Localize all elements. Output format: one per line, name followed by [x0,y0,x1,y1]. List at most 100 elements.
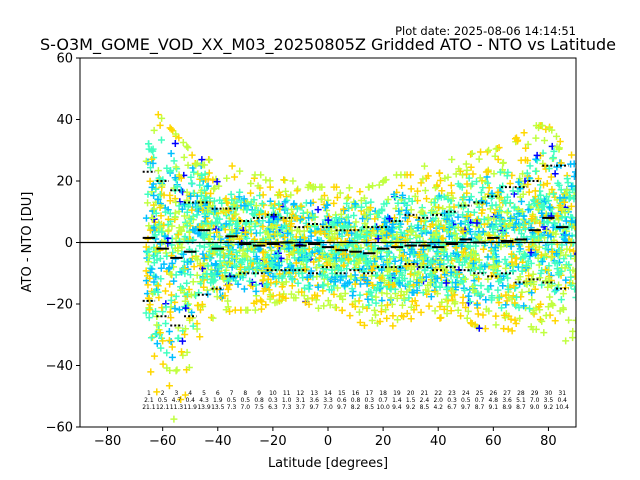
bin-stat-label: 8.9 [502,404,512,411]
scatter-point [213,178,221,186]
bin-stat-label: 23 [448,390,456,397]
scatter-point [162,208,170,216]
scatter-point [383,199,391,207]
scatter-point [341,207,349,215]
bin-stat-label: 9.7 [461,404,471,411]
scatter-point [327,227,335,235]
scatter-point [462,304,470,312]
scatter-point [216,257,224,265]
bin-stat-label: 13 [310,390,318,397]
scatter-point [447,181,455,189]
scatter-point [441,209,449,217]
scatter-point [173,366,181,374]
scatter-point [467,319,475,327]
scatter-point [504,207,512,215]
scatter-point [239,246,247,254]
scatter-point [181,212,189,220]
scatter-point [453,234,461,242]
scatter-point [394,316,402,324]
scatter-point [276,270,284,278]
scatter-point [188,206,196,214]
scatter-point [153,280,161,288]
scatter-point [179,139,187,147]
scatter-point [519,208,527,216]
scatter-point [269,224,277,232]
scatter-point [383,290,391,298]
scatter-point [175,173,183,181]
bin-stat-label: 26 [490,390,498,397]
scatter-point [402,256,410,264]
scatter-point [534,206,542,214]
scatter-point [515,205,523,213]
scatter-point [418,207,426,215]
scatter-point [383,258,391,266]
scatter-point [277,223,285,231]
scatter-point [447,268,455,276]
x-tick-label: 20 [375,434,392,449]
scatter-point [407,315,415,323]
scatter-point [571,255,576,263]
scatter-point [445,232,453,240]
scatter-point [204,290,212,298]
scatter-point [221,269,229,277]
scatter-point [153,256,161,264]
bin-stat-label: 4.3 [199,397,209,404]
scatter-point [569,327,576,335]
scatter-point [516,273,524,281]
scatter-point [353,276,361,284]
scatter-point [252,281,260,289]
scatter-point [446,262,454,270]
scatter-point [144,140,152,148]
scatter-point [535,195,542,203]
scatter-point [215,263,223,271]
scatter-point [230,173,238,181]
scatter-point [196,262,204,270]
scatter-point [216,215,224,223]
scatter-point [529,270,537,278]
scatter-point [201,210,209,218]
scatter-point [485,184,493,192]
scatter-point [360,273,368,281]
scatter-point [168,259,176,267]
scatter-point [458,261,466,269]
scatter-point [192,161,200,169]
scatter-point [178,205,186,213]
scatter-point [458,183,466,191]
scatter-point [311,223,319,231]
scatter-point [252,287,260,295]
scatter-point [326,237,334,245]
scatter-point [146,177,154,185]
scatter-point [301,284,309,292]
scatter-point [261,285,269,293]
scatter-point [158,181,166,189]
scatter-point [180,266,188,274]
scatter-point [545,197,553,205]
scatter-point [365,183,373,191]
scatter-point [330,290,338,298]
x-tick-label: 0 [324,434,332,449]
scatter-point [344,193,352,201]
scatter-point [204,262,212,270]
scatter-point [187,192,195,200]
scatter-point [166,167,174,175]
scatter-point [544,283,552,291]
bin-stat-label: 5 [202,390,206,397]
scatter-point [311,244,319,252]
scatter-point [385,215,393,223]
scatter-point [199,233,207,241]
bin-stat-label: 3.1 [296,397,306,404]
scatter-point [476,265,484,273]
scatter-point [273,298,281,306]
scatter-point [165,327,173,335]
scatter-point [537,300,545,308]
scatter-point [525,272,533,280]
scatter-point [443,215,451,223]
scatter-point [347,273,355,281]
scatter-point [338,306,346,314]
scatter-point [414,187,422,195]
scatter-point [189,278,197,286]
scatter-point [444,291,452,299]
scatter-point [301,298,309,306]
scatter-point [267,247,275,255]
scatter-point [475,203,483,211]
